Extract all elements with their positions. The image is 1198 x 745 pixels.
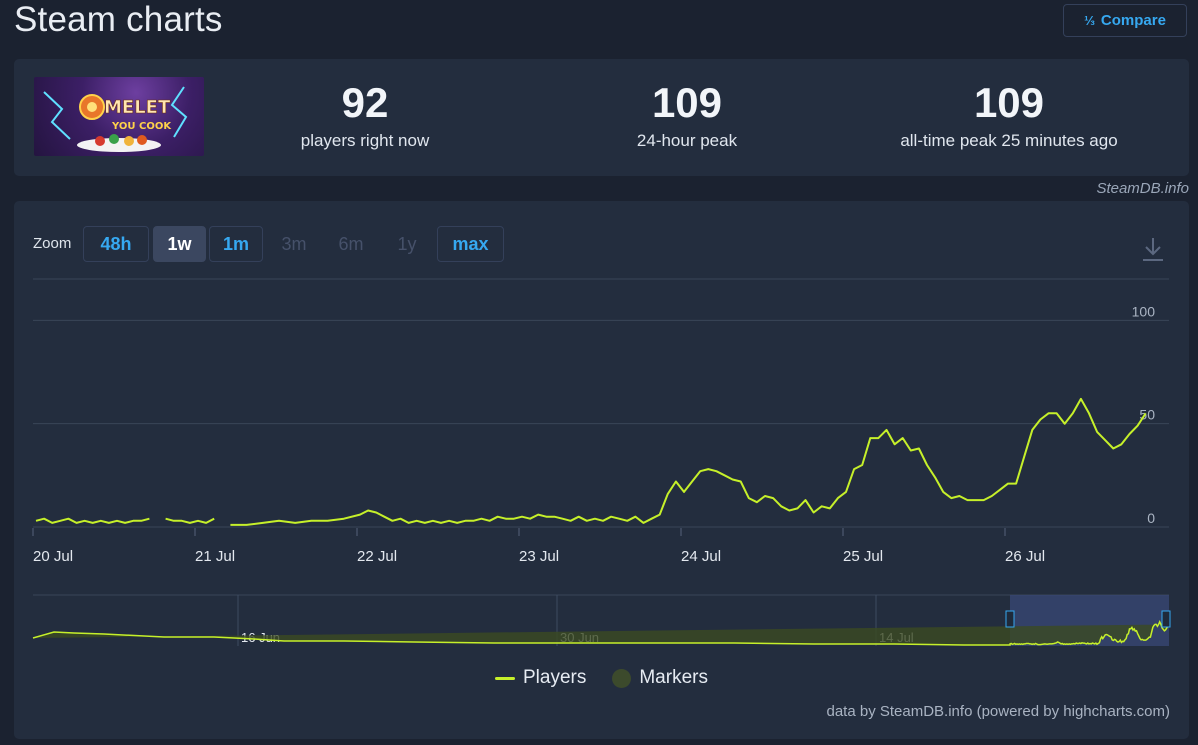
navigator-area xyxy=(33,621,1169,645)
x-tick-label: 22 Jul xyxy=(357,548,397,565)
svg-text:MELET: MELET xyxy=(104,97,171,118)
zoom-48h-button[interactable]: 48h xyxy=(83,226,149,262)
chart-panel: Zoom 48h 1w 1m 3m 6m 1y max 0 50 100 20 Jul… xyxy=(14,201,1189,739)
stat-current-players: 92 players right now xyxy=(215,81,515,151)
watermark: SteamDB.info xyxy=(1096,180,1189,197)
stat-all-time-peak: 109 all-time peak 25 minutes ago xyxy=(859,81,1159,151)
legend-players-label: Players xyxy=(523,667,587,688)
navigator-left-handle[interactable] xyxy=(1005,610,1015,628)
x-tick-label: 21 Jul xyxy=(195,548,235,565)
credit-text: data by SteamDB.info (powered by highcha… xyxy=(826,703,1171,720)
page-title: Steam charts xyxy=(14,0,223,39)
24h-peak-value: 109 xyxy=(651,79,723,126)
compare-button[interactable]: ⅓ Compare xyxy=(1063,4,1187,37)
navigator-right-handle[interactable] xyxy=(1161,610,1171,628)
download-icon[interactable] xyxy=(1142,236,1164,262)
24h-peak-label: 24-hour peak xyxy=(636,131,738,150)
markers-swatch xyxy=(612,668,632,688)
players-series-line xyxy=(35,397,1147,526)
zoom-label: Zoom xyxy=(33,235,72,252)
zoom-3m-button: 3m xyxy=(281,233,307,254)
x-tick-label: 25 Jul xyxy=(843,548,883,565)
x-tick-label: 26 Jul xyxy=(1005,548,1045,565)
y-tick-label: 100 xyxy=(1132,303,1156,319)
zoom-max-button[interactable]: max xyxy=(437,226,504,262)
svg-text:YOU COOK: YOU COOK xyxy=(111,121,172,132)
all-time-peak-value: 109 xyxy=(973,79,1045,126)
x-tick-label: 23 Jul xyxy=(519,548,559,565)
navigator-series-line xyxy=(32,619,1170,646)
legend: Players Markers xyxy=(14,667,1189,689)
legend-markers[interactable]: Markers xyxy=(612,667,708,689)
x-tick-label: 20 Jul xyxy=(33,548,73,565)
players-line-swatch xyxy=(495,676,515,680)
compare-icon: ⅓ xyxy=(1084,13,1095,28)
compare-label: Compare xyxy=(1100,12,1166,29)
game-logo: MELET YOU COOK xyxy=(34,77,204,156)
legend-markers-label: Markers xyxy=(639,667,708,688)
stats-panel: MELET YOU COOK 92 players right now 109 … xyxy=(14,59,1189,176)
zoom-6m-button: 6m xyxy=(338,233,364,254)
y-tick-label: 0 xyxy=(1147,510,1155,526)
stat-24h-peak: 109 24-hour peak xyxy=(537,81,837,151)
current-players-label: players right now xyxy=(300,131,430,150)
all-time-peak-label: all-time peak 25 minutes ago xyxy=(900,131,1118,150)
legend-players[interactable]: Players xyxy=(495,667,586,689)
x-tick-label: 24 Jul xyxy=(681,548,721,565)
current-players-value: 92 xyxy=(341,79,389,126)
zoom-1y-button: 1y xyxy=(397,233,417,254)
zoom-1w-button[interactable]: 1w xyxy=(153,226,206,262)
zoom-1m-button[interactable]: 1m xyxy=(209,226,263,262)
